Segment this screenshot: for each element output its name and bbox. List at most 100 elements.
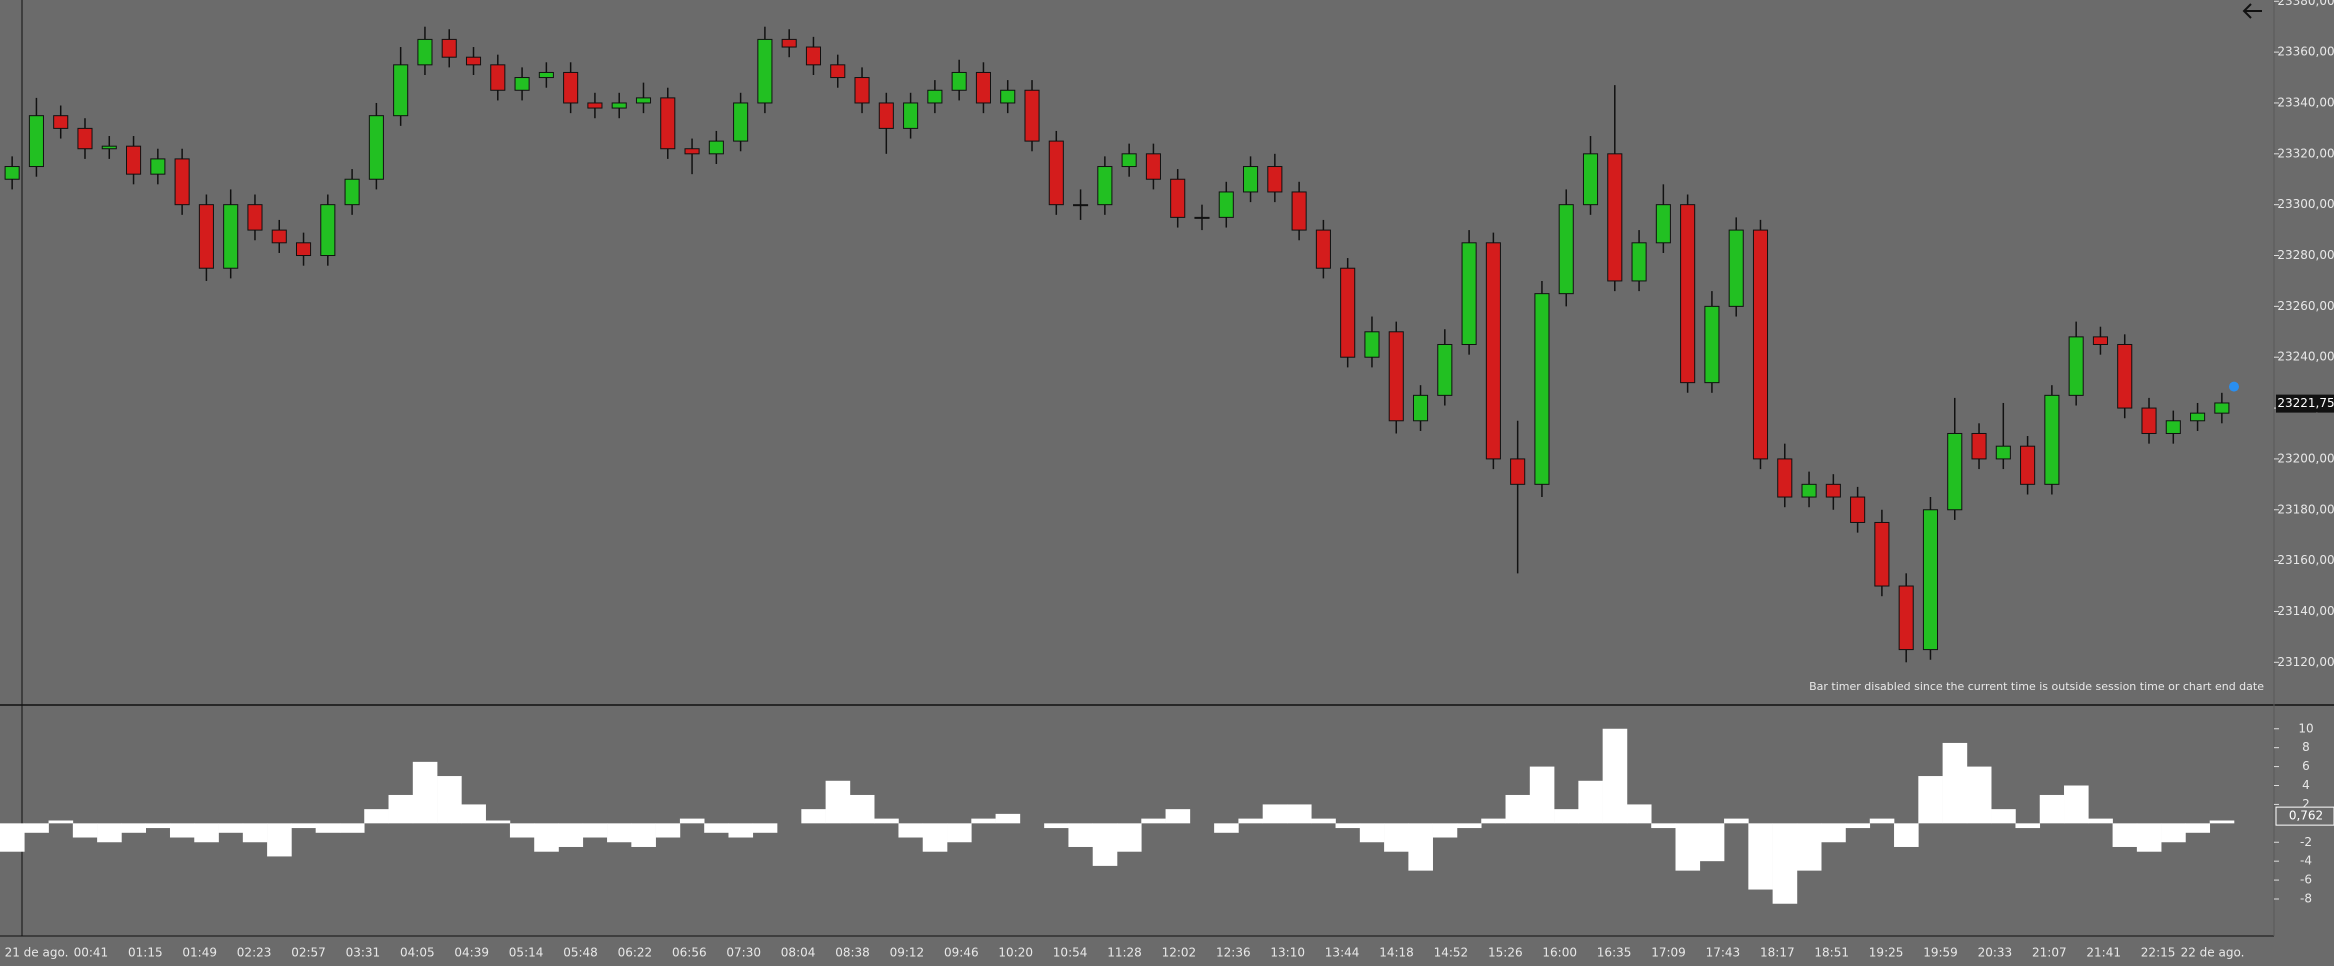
candle-body	[1680, 204, 1696, 384]
histogram-bar	[1894, 823, 1919, 847]
last-value-box	[2275, 806, 2334, 826]
candle-body	[2214, 402, 2230, 414]
y-tick-label: 23320,00	[2277, 146, 2334, 160]
candle-body	[805, 46, 822, 66]
candle-body	[1777, 458, 1793, 498]
x-tick-label: 16:35	[1597, 946, 1632, 960]
back-arrow[interactable]	[2242, 3, 2262, 19]
candle-body	[2117, 343, 2133, 409]
candle-body	[1412, 394, 1429, 422]
x-tick-label: 18:51	[1814, 946, 1849, 960]
candle-body	[1291, 191, 1307, 231]
histogram-bar	[1991, 809, 2016, 824]
candle-body	[1145, 153, 1161, 180]
x-tick-label: 06:56	[672, 946, 707, 960]
candle-body	[247, 204, 263, 231]
x-tick-label: 05:48	[563, 946, 598, 960]
y-tick-label: -2	[2300, 835, 2312, 849]
histogram-bar	[291, 823, 316, 829]
histogram-bar	[655, 823, 681, 838]
candle-body	[198, 204, 214, 269]
histogram-bar	[1554, 809, 1579, 824]
y-tick-label: 23200,00	[2277, 451, 2334, 465]
histogram-bar	[48, 820, 74, 824]
x-tick-label: 16:00	[1542, 946, 1577, 960]
candle-body	[1850, 496, 1866, 523]
x-tick-label: 08:04	[781, 946, 816, 960]
y-tick-label: 23160,00	[2277, 553, 2334, 567]
candle-body	[53, 115, 69, 129]
histogram-bar	[1626, 804, 1652, 824]
candle-body	[854, 77, 870, 104]
candle-body	[126, 145, 142, 175]
x-tick-label: 17:43	[1706, 946, 1741, 960]
candle-body	[1388, 331, 1404, 422]
histogram-bar	[607, 823, 632, 843]
x-tick-label: 22 de ago.	[2181, 946, 2245, 960]
histogram-bar	[1262, 804, 1288, 824]
candle-body	[368, 115, 384, 180]
candle-body	[2165, 420, 2181, 434]
histogram-bar	[1529, 766, 1555, 824]
x-tick-label: 02:23	[237, 946, 272, 960]
x-tick-label: 21:41	[2086, 946, 2121, 960]
histogram-bar	[121, 823, 146, 833]
x-tick-label: 10:54	[1053, 946, 1088, 960]
histogram-bar	[461, 804, 486, 824]
candle-body	[1607, 153, 1623, 282]
candle-body	[538, 71, 554, 79]
histogram-bar	[1845, 823, 1871, 829]
last-price-box	[2276, 394, 2334, 413]
y-tick-label: 23180,00	[2277, 502, 2334, 516]
x-tick-label: 21:07	[2032, 946, 2067, 960]
x-tick-label: 20:33	[1978, 946, 2013, 960]
histogram-bar	[2112, 823, 2138, 847]
candle-body	[2141, 407, 2157, 434]
candle-body	[417, 38, 433, 66]
candle-body	[2068, 336, 2084, 396]
candle-body	[1898, 585, 1914, 651]
y-tick-label: 23380,00	[2277, 0, 2334, 8]
candle-body	[1971, 432, 1987, 460]
histogram-bar	[24, 823, 49, 833]
histogram-bar	[1092, 823, 1118, 866]
histogram-bar	[1821, 823, 1846, 843]
candle-body	[1704, 305, 1720, 384]
y-tick-label: 23300,00	[2277, 197, 2334, 211]
y-tick-label: 23140,00	[2277, 604, 2334, 618]
histogram-bar	[1724, 818, 1749, 824]
histogram-bar	[1918, 776, 1943, 824]
histogram-bar	[631, 823, 656, 847]
x-tick-label: 18:17	[1760, 946, 1795, 960]
bar-timer-note: Bar timer disabled since the current tim…	[1809, 680, 2264, 693]
y-tick-label: 23260,00	[2277, 299, 2334, 313]
histogram-bar	[2136, 823, 2162, 852]
candle-body	[878, 102, 894, 129]
candle-body	[1218, 191, 1234, 218]
candle-body	[1801, 483, 1817, 498]
x-tick-label: 09:46	[944, 946, 979, 960]
x-tick-label: 01:49	[182, 946, 217, 960]
x-tick-label: 10:20	[998, 946, 1033, 960]
y-tick-label: 8	[2302, 740, 2310, 754]
last-price-label: 23221,75	[2277, 396, 2334, 410]
y-tick-label: 6	[2302, 759, 2310, 773]
candle-body	[77, 127, 93, 150]
histogram-bar	[898, 823, 924, 838]
candle-body	[1728, 229, 1744, 307]
histogram-bar	[1335, 823, 1361, 829]
y-tick-label: 23280,00	[2277, 248, 2334, 262]
histogram-bar	[1141, 818, 1166, 824]
candle-body	[1631, 242, 1647, 282]
candle-body	[1073, 204, 1089, 207]
histogram-bar	[97, 823, 122, 843]
candle-body	[1825, 483, 1841, 498]
y-tick-label: 23360,00	[2277, 45, 2334, 59]
histogram-bar	[2039, 794, 2065, 824]
histogram-bar	[315, 823, 341, 833]
histogram-bar	[874, 818, 899, 824]
candle-body	[1243, 166, 1259, 193]
candle-body	[1315, 229, 1331, 269]
x-tick-label: 01:15	[128, 946, 163, 960]
